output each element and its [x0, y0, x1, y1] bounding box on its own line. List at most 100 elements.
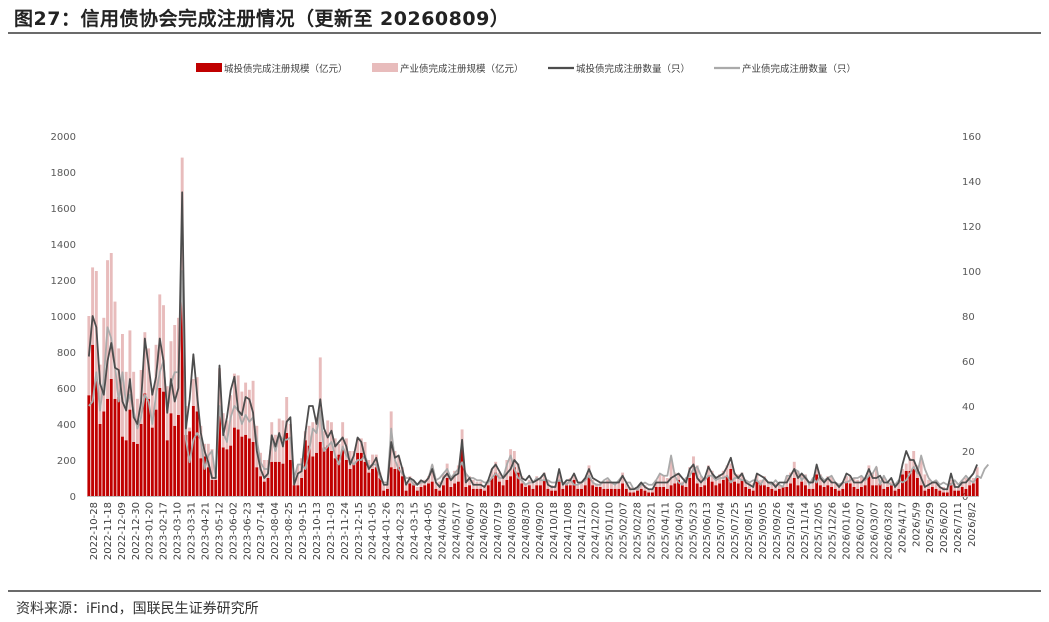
bar-chengtou-174: [736, 483, 740, 496]
x-tick-label: 2025/02/07: [619, 502, 630, 560]
bar-series: [87, 157, 979, 496]
bar-chengtou-225: [927, 488, 931, 496]
bar-chanye-66: [333, 438, 337, 459]
bar-chengtou-52: [281, 463, 285, 496]
bar-chanye-165: [703, 478, 707, 486]
bar-chanye-83: [397, 456, 401, 468]
x-tick-label: 2023-05-12: [214, 502, 225, 560]
bar-chengtou-56: [296, 485, 300, 496]
bar-chengtou-232: [953, 490, 957, 496]
bar-chanye-6: [109, 253, 113, 379]
bar-chengtou-106: [483, 490, 486, 496]
x-tick-label: 2024/06/28: [479, 502, 490, 560]
bar-chengtou-200: [833, 488, 837, 496]
x-tick-label: 2023-01-20: [145, 502, 156, 560]
x-tick-label: 2022-10-28: [89, 502, 100, 560]
bar-chanye-61: [315, 416, 318, 453]
y-axis-left: 0 200 400 600 800 1000 1200 1400 1600 1800 2000: [51, 132, 76, 503]
x-tick-label: 2023-04-21: [200, 502, 211, 560]
legend-label-3: 产业债完成注册数量（只）: [742, 63, 856, 75]
bar-chengtou-6: [109, 379, 113, 496]
bar-chengtou-159: [680, 485, 684, 496]
bar-chanye-179: [755, 474, 759, 482]
x-tick-label: 2024-01-26: [382, 502, 393, 560]
bar-chengtou-7: [113, 398, 117, 496]
bar-chengtou-4: [102, 411, 106, 496]
bar-chengtou-55: [292, 485, 296, 496]
bar-chengtou-74: [363, 461, 367, 496]
bar-chengtou-77: [374, 467, 378, 496]
bar-chanye-182: [766, 481, 770, 487]
bar-chengtou-152: [654, 487, 658, 496]
bar-chanye-127: [561, 483, 565, 489]
bar-chengtou-5: [106, 398, 109, 496]
bar-chanye-112: [505, 460, 509, 480]
x-tick-label: 2026/5/9: [911, 502, 922, 547]
bar-chanye-219: [904, 463, 908, 471]
bar-chengtou-127: [561, 488, 565, 496]
bar-chanye-181: [762, 476, 766, 486]
bar-chengtou-176: [744, 487, 748, 496]
bar-chengtou-32: [206, 467, 210, 496]
bar-chengtou-20: [162, 391, 165, 496]
x-tick-label: 2023-03-31: [187, 502, 198, 560]
bar-chengtou-139: [606, 488, 610, 496]
bar-chanye-16: [147, 348, 151, 399]
bar-chengtou-19: [158, 388, 162, 496]
bar-chengtou-180: [759, 483, 763, 496]
bar-chanye-79: [382, 485, 386, 491]
bar-chengtou-130: [572, 479, 576, 496]
bar-chengtou-46: [259, 476, 262, 496]
bar-chanye-148: [639, 485, 643, 489]
bar-chengtou-170: [721, 479, 725, 496]
x-tick-label: 2026/6/20: [939, 502, 950, 553]
bar-chengtou-217: [897, 488, 901, 496]
bar-chengtou-218: [901, 474, 904, 496]
bar-chanye-143: [621, 472, 625, 484]
x-tick-label: 2023-12-15: [354, 502, 365, 560]
bar-chengtou-76: [371, 469, 374, 496]
bar-chengtou-238: [975, 478, 979, 496]
bar-chengtou-83: [397, 467, 401, 496]
bar-chanye-53: [285, 397, 289, 433]
bar-chengtou-208: [863, 485, 867, 496]
bar-chengtou-207: [859, 487, 863, 496]
x-tick-label: 2025/09/05: [758, 502, 769, 560]
bar-chanye-156: [669, 458, 673, 486]
bar-chanye-3: [98, 364, 102, 424]
bar-chengtou-90: [423, 485, 427, 496]
bar-chanye-201: [837, 487, 841, 491]
bar-chanye-4: [102, 317, 106, 412]
x-axis: 2022-10-28 2022-11-18 2022-12-09 2022-12-30…: [87, 496, 979, 560]
bar-chanye-23: [173, 325, 177, 426]
bar-chengtou-59: [307, 445, 311, 496]
bar-chanye-65: [330, 422, 333, 451]
bar-chanye-74: [363, 442, 367, 462]
bar-chengtou-237: [971, 483, 975, 496]
x-tick-label: 2023-06-23: [242, 502, 253, 560]
bar-chanye-114: [512, 451, 516, 468]
x-tick-label: 2025/10/24: [786, 502, 797, 560]
bar-chengtou-185: [777, 488, 781, 496]
bar-chengtou-135: [591, 485, 595, 496]
bar-chanye-210: [871, 472, 875, 486]
bar-chengtou-129: [568, 485, 572, 496]
bar-chanye-37: [225, 420, 229, 450]
bar-chengtou-113: [509, 476, 513, 496]
y-left-tick-label: 1600: [51, 204, 76, 215]
bar-chengtou-95: [441, 485, 445, 496]
bar-chengtou-171: [725, 476, 729, 496]
bar-chengtou-149: [643, 490, 647, 496]
y-left-tick-label: 600: [57, 384, 76, 395]
bar-chengtou-173: [733, 481, 736, 496]
bar-chanye-211: [874, 467, 878, 486]
x-tick-label: 2026/03/28: [883, 502, 894, 560]
x-tick-label: 2025/06/13: [702, 502, 713, 560]
x-tick-label: 2024/08/30: [521, 502, 532, 560]
bar-chengtou-155: [665, 488, 669, 496]
y-left-tick-label: 400: [57, 420, 76, 431]
bar-chanye-226: [930, 481, 934, 487]
bar-chengtou-131: [576, 488, 580, 496]
bar-chengtou-8: [117, 397, 121, 496]
bar-chanye-173: [733, 472, 736, 482]
